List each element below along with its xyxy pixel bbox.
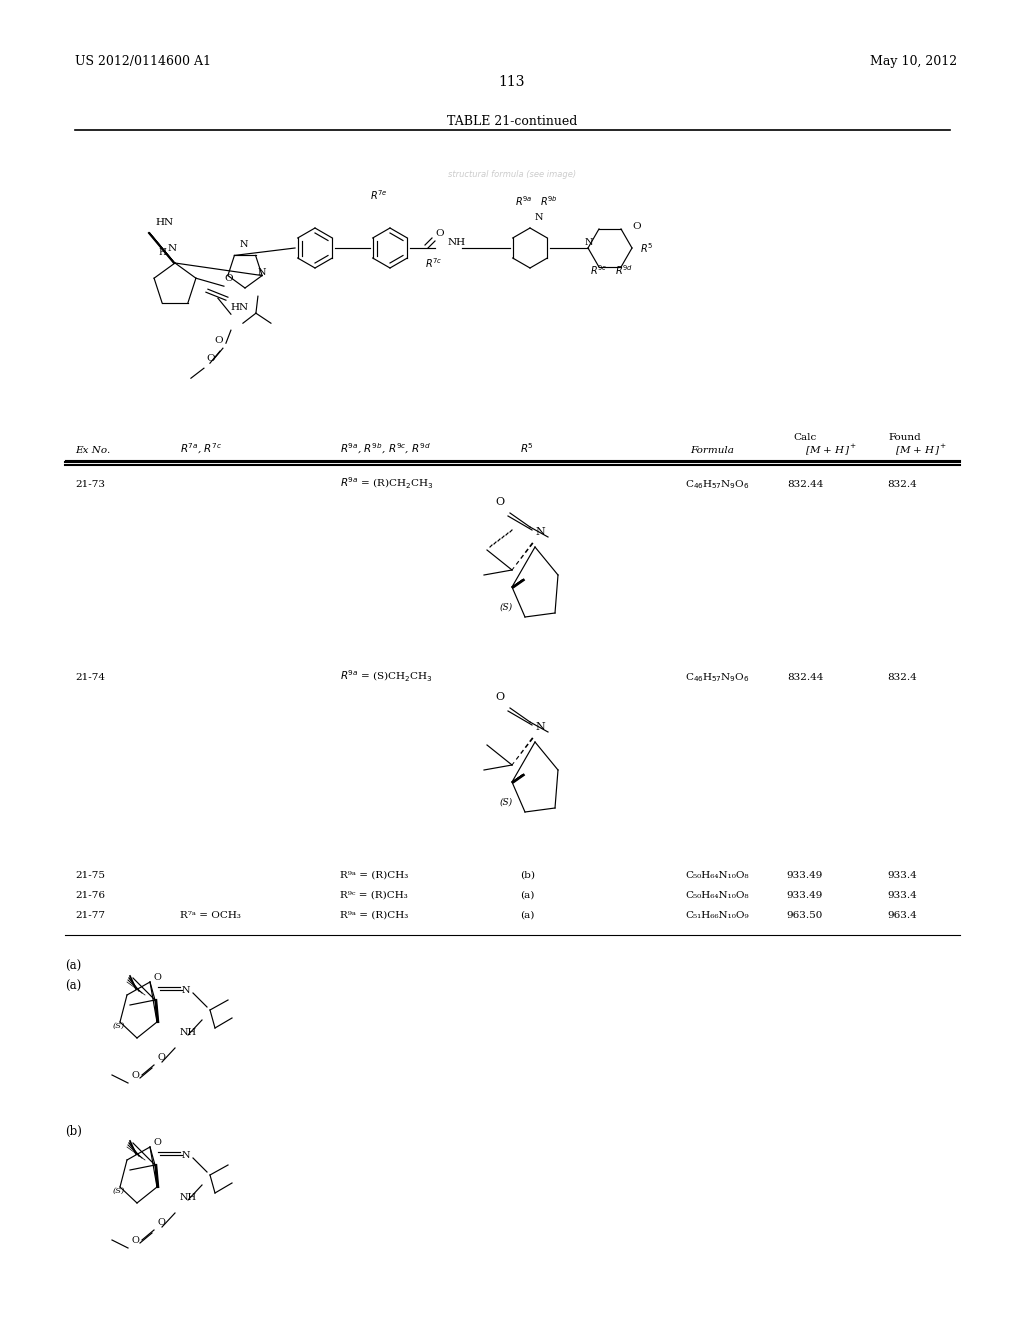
Text: O: O xyxy=(132,1071,140,1080)
Text: 832.44: 832.44 xyxy=(786,673,823,682)
Text: O: O xyxy=(632,222,641,231)
Text: O: O xyxy=(495,498,504,507)
Text: 21-77: 21-77 xyxy=(75,911,105,920)
Text: N: N xyxy=(258,268,266,277)
Text: O: O xyxy=(153,1138,161,1147)
Text: C$_{46}$H$_{57}$N$_9$O$_6$: C$_{46}$H$_{57}$N$_9$O$_6$ xyxy=(685,478,750,491)
Text: Ex No.: Ex No. xyxy=(75,446,111,455)
Text: O: O xyxy=(435,228,443,238)
Text: O: O xyxy=(158,1053,166,1063)
Text: 21-73: 21-73 xyxy=(75,480,105,488)
Text: (S): (S) xyxy=(113,1022,125,1030)
Text: (S): (S) xyxy=(113,1187,125,1195)
Text: N: N xyxy=(182,1151,190,1160)
Text: O: O xyxy=(224,275,232,284)
Text: 113: 113 xyxy=(499,75,525,88)
Text: R⁹ᵃ = (R)CH₃: R⁹ᵃ = (R)CH₃ xyxy=(340,871,409,880)
Text: O: O xyxy=(214,337,222,346)
Text: O: O xyxy=(206,354,215,363)
Text: 933.4: 933.4 xyxy=(887,891,916,900)
Text: HN: HN xyxy=(231,304,249,313)
Text: $R^{7e}$: $R^{7e}$ xyxy=(370,189,388,202)
Text: US 2012/0114600 A1: US 2012/0114600 A1 xyxy=(75,55,211,69)
Text: 832.4: 832.4 xyxy=(887,480,916,488)
Text: $R^5$: $R^5$ xyxy=(520,441,534,455)
Text: O: O xyxy=(132,1236,140,1245)
Text: (S): (S) xyxy=(500,603,513,612)
Text: C₅₀H₆₄N₁₀O₈: C₅₀H₆₄N₁₀O₈ xyxy=(685,891,749,900)
Text: [M + H]$^+$: [M + H]$^+$ xyxy=(805,442,857,457)
Text: 832.44: 832.44 xyxy=(786,480,823,488)
Text: N: N xyxy=(168,244,177,253)
Text: Formula: Formula xyxy=(690,446,734,455)
Text: (a): (a) xyxy=(520,911,535,920)
Text: NH: NH xyxy=(180,1028,198,1038)
Text: 832.4: 832.4 xyxy=(887,673,916,682)
Text: [M + H]$^+$: [M + H]$^+$ xyxy=(895,442,947,457)
Text: 933.49: 933.49 xyxy=(786,871,823,880)
Text: (a): (a) xyxy=(65,979,81,993)
Text: (b): (b) xyxy=(520,871,535,880)
Text: N: N xyxy=(535,213,544,222)
Text: $R^{9d}$: $R^{9d}$ xyxy=(615,263,633,277)
Text: $R^{9a}$: $R^{9a}$ xyxy=(515,194,532,209)
Text: Calc: Calc xyxy=(794,433,816,442)
Text: O: O xyxy=(158,1218,166,1228)
Text: 963.50: 963.50 xyxy=(786,911,823,920)
Text: (S): (S) xyxy=(500,799,513,807)
Text: 21-75: 21-75 xyxy=(75,871,105,880)
Text: N: N xyxy=(535,722,545,733)
Text: $R^{9b}$: $R^{9b}$ xyxy=(540,194,558,209)
Text: May 10, 2012: May 10, 2012 xyxy=(870,55,957,69)
Text: $R^{9a}$ = (S)CH$_2$CH$_3$: $R^{9a}$ = (S)CH$_2$CH$_3$ xyxy=(340,668,433,684)
Text: 21-76: 21-76 xyxy=(75,891,105,900)
Text: (b): (b) xyxy=(65,1125,82,1138)
Text: R⁹ᵃ = (R)CH₃: R⁹ᵃ = (R)CH₃ xyxy=(340,911,409,920)
Text: N: N xyxy=(585,238,594,247)
Text: $R^{7a}$, $R^{7c}$: $R^{7a}$, $R^{7c}$ xyxy=(180,442,222,457)
Text: (a): (a) xyxy=(520,891,535,900)
Text: N: N xyxy=(240,240,249,249)
Text: R⁷ᵃ = OCH₃: R⁷ᵃ = OCH₃ xyxy=(180,911,241,920)
Text: NH: NH xyxy=(180,1193,198,1203)
Text: (a): (a) xyxy=(65,960,81,973)
Text: O: O xyxy=(153,973,161,982)
Text: C₅₀H₆₄N₁₀O₈: C₅₀H₆₄N₁₀O₈ xyxy=(685,871,749,880)
Text: N: N xyxy=(535,527,545,537)
Text: R⁹ᶜ = (R)CH₃: R⁹ᶜ = (R)CH₃ xyxy=(340,891,408,900)
Text: 21-74: 21-74 xyxy=(75,673,105,682)
Text: structural formula (see image): structural formula (see image) xyxy=(447,170,577,180)
Text: O: O xyxy=(495,692,504,702)
Text: 933.49: 933.49 xyxy=(786,891,823,900)
Text: $R^5$: $R^5$ xyxy=(640,242,653,255)
Text: $R^{9c}$: $R^{9c}$ xyxy=(590,263,607,277)
Text: H: H xyxy=(158,248,166,257)
Text: NH: NH xyxy=(449,238,466,247)
Text: N: N xyxy=(182,986,190,995)
Text: 933.4: 933.4 xyxy=(887,871,916,880)
Text: HN: HN xyxy=(155,218,173,227)
Text: TABLE 21-continued: TABLE 21-continued xyxy=(446,115,578,128)
Text: C$_{46}$H$_{57}$N$_9$O$_6$: C$_{46}$H$_{57}$N$_9$O$_6$ xyxy=(685,671,750,684)
Text: $R^{9a}$ = (R)CH$_2$CH$_3$: $R^{9a}$ = (R)CH$_2$CH$_3$ xyxy=(340,475,434,491)
Text: Found: Found xyxy=(889,433,922,442)
Text: $R^{7c}$: $R^{7c}$ xyxy=(425,256,442,271)
Text: $R^{9a}$, $R^{9b}$, $R^{9c}$, $R^{9d}$: $R^{9a}$, $R^{9b}$, $R^{9c}$, $R^{9d}$ xyxy=(340,442,431,457)
Text: 963.4: 963.4 xyxy=(887,911,916,920)
Text: C₅₁H₆₆N₁₀O₉: C₅₁H₆₆N₁₀O₉ xyxy=(685,911,749,920)
